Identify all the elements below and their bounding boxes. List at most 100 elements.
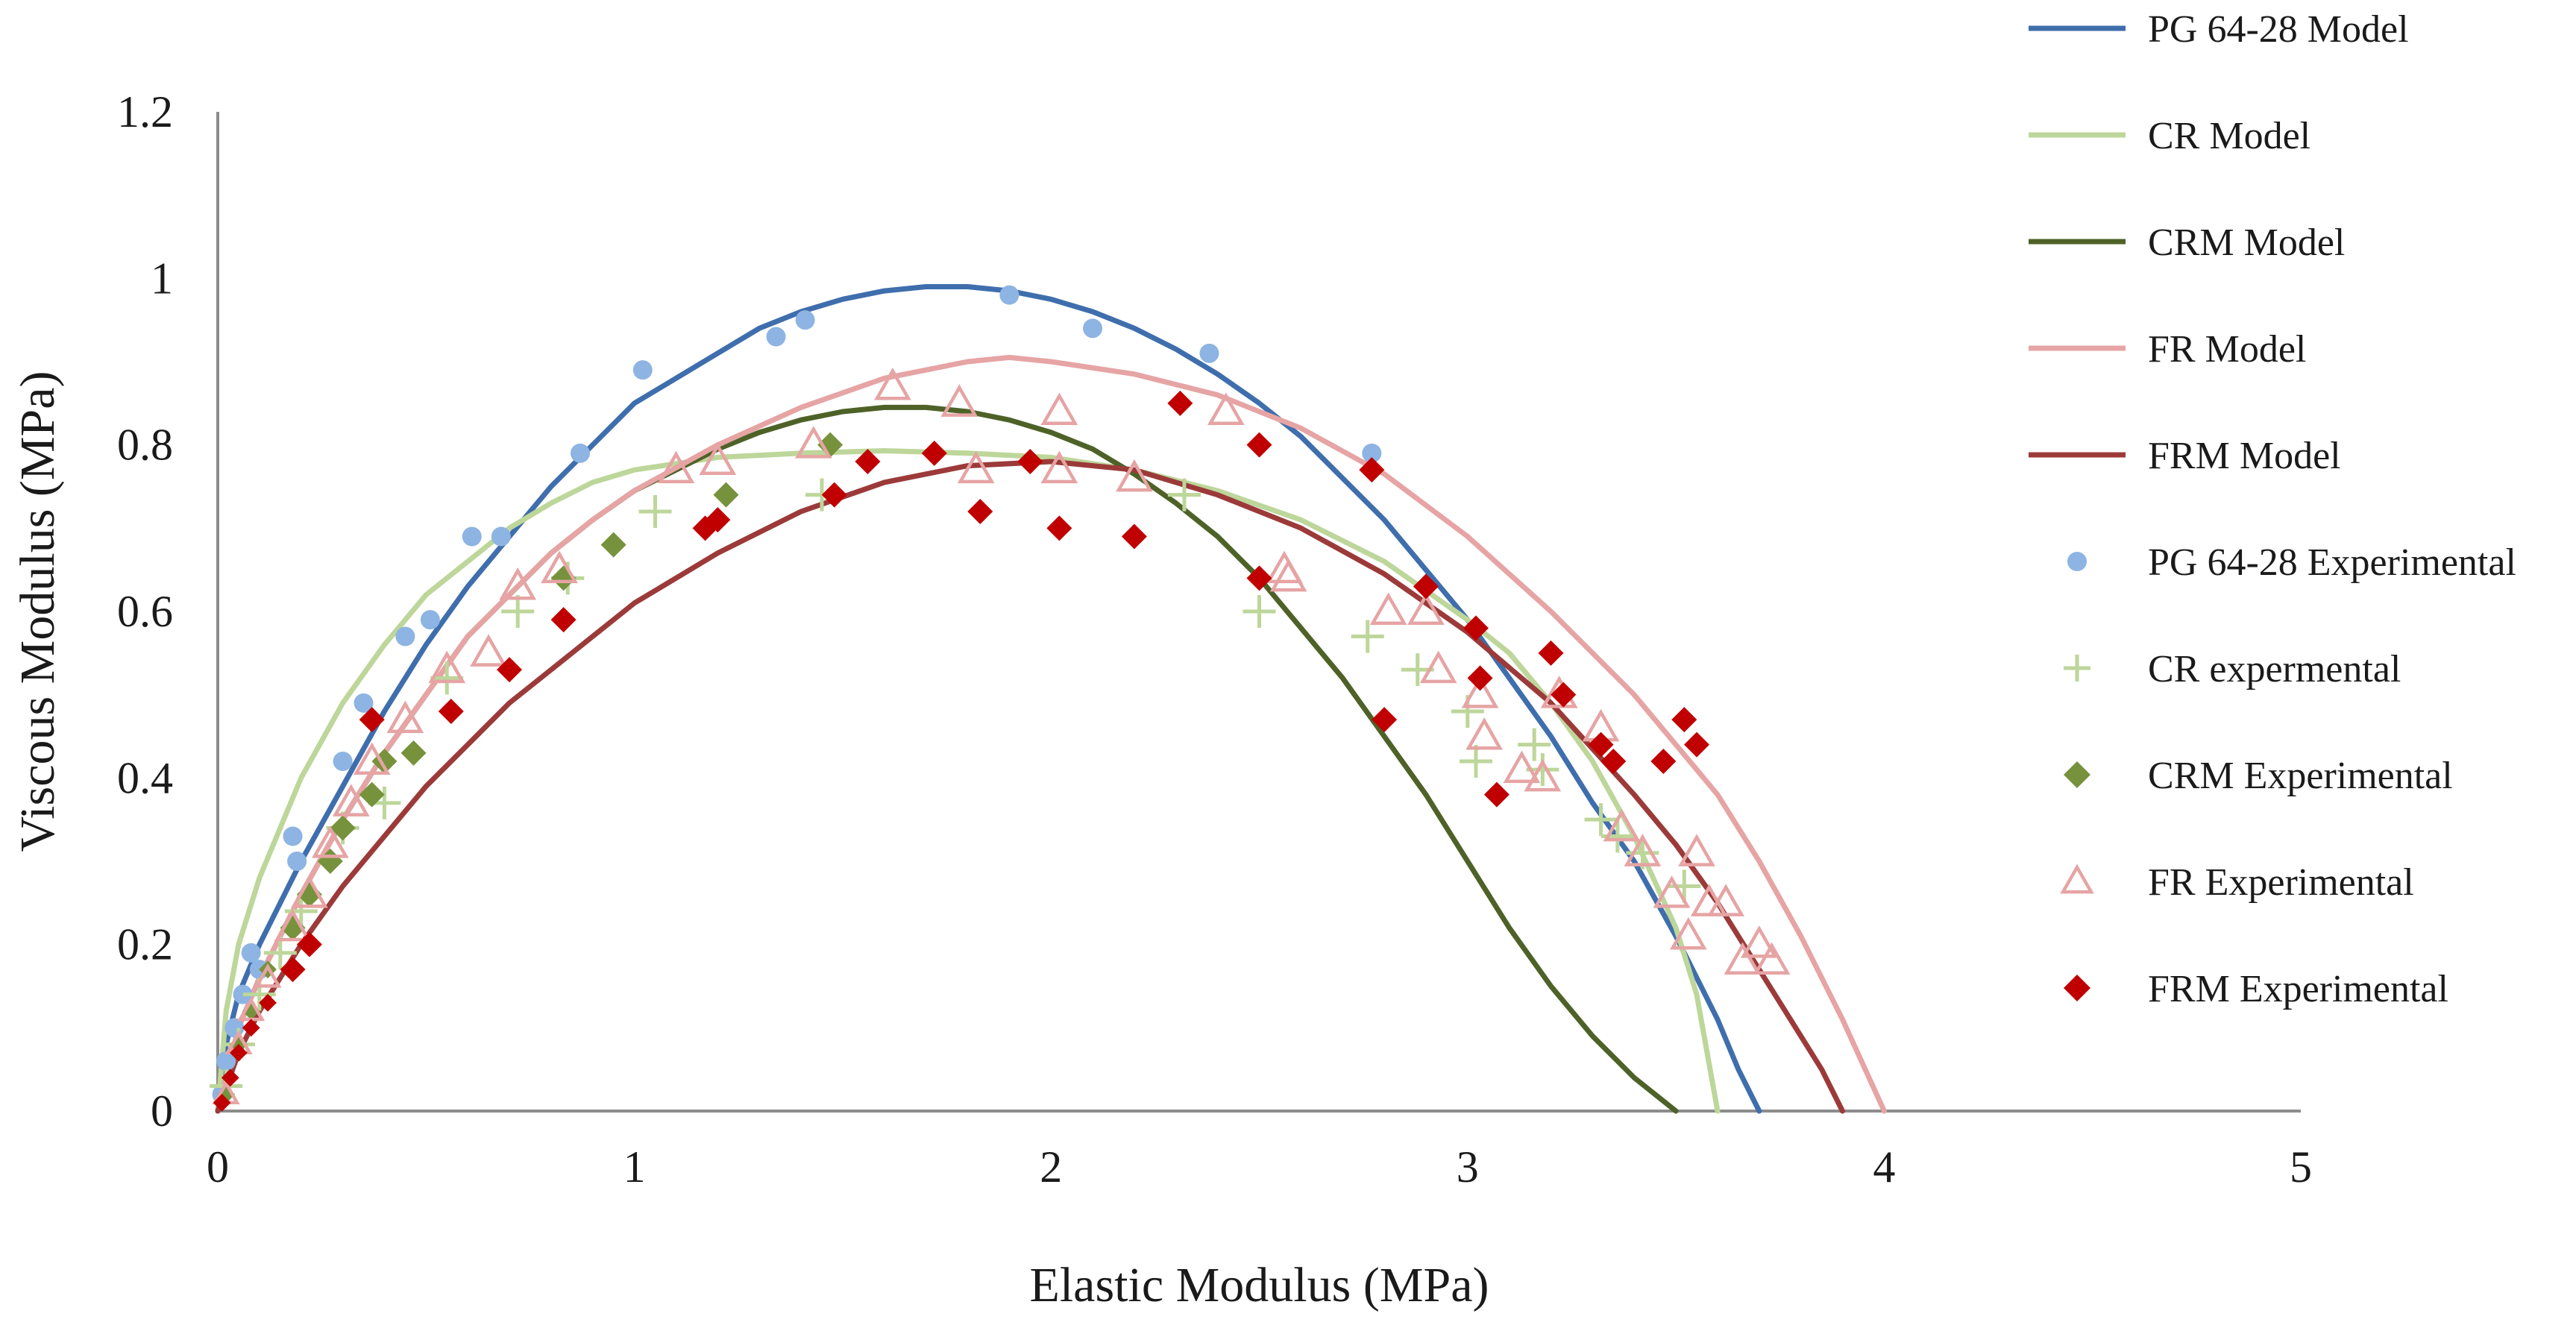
cr-expermental-point bbox=[1167, 478, 1201, 512]
x-tick-label: 2 bbox=[1040, 1142, 1062, 1192]
plot-area: 0 0.2 0.4 0.6 0.8 1 1.2 0 1 2 3 4 5 bbox=[117, 87, 2312, 1192]
cr-expermental-point bbox=[1243, 595, 1276, 628]
fr-experimental-point bbox=[1753, 942, 1791, 975]
legend-label: CR expermental bbox=[2148, 648, 2401, 690]
fr-experimental-point bbox=[428, 650, 466, 684]
frm-experimental-point bbox=[1372, 707, 1398, 733]
frm-experimental-point bbox=[1600, 749, 1627, 774]
y-tick-label: 1.2 bbox=[117, 87, 173, 136]
fr-experimental-point bbox=[1269, 558, 1307, 592]
x-tick-label: 5 bbox=[2290, 1142, 2312, 1192]
fr-experimental-point bbox=[940, 384, 978, 417]
fr-experimental-point bbox=[1207, 392, 1245, 425]
frm-experimental-points bbox=[213, 390, 1710, 1112]
frm-model-line bbox=[215, 459, 1845, 1114]
fr-experimental-point bbox=[874, 367, 911, 400]
legend-item-frm-experimental: FRM Experimental bbox=[2064, 968, 2448, 1010]
pg-64-28-experimental-point bbox=[420, 610, 440, 630]
frm-experimental-point bbox=[221, 1069, 239, 1087]
crm-experimental-points bbox=[217, 432, 844, 1104]
fr-experimental-point bbox=[1603, 808, 1641, 842]
frm-experimental-point bbox=[1551, 682, 1577, 708]
fr-experimental-point bbox=[1407, 592, 1445, 625]
legend-swatch bbox=[2064, 761, 2090, 788]
fr-experimental-point bbox=[1707, 884, 1745, 916]
pg-64-28-experimental-point bbox=[354, 693, 374, 713]
frm-experimental-point bbox=[1671, 707, 1697, 733]
pg-64-28-experimental-point bbox=[1083, 318, 1103, 339]
frm-experimental-point bbox=[1588, 731, 1614, 758]
frm-experimental-point bbox=[1483, 781, 1510, 808]
frm-experimental-point bbox=[259, 993, 277, 1012]
x-tick-label: 4 bbox=[1873, 1142, 1895, 1192]
fr-experimental-point bbox=[274, 908, 312, 942]
frm-experimental-point bbox=[1467, 665, 1493, 691]
pg-64-28-experimental-point bbox=[395, 626, 415, 646]
pg-64-28-experimental-point bbox=[462, 526, 482, 547]
legend-item-fr-model: FR Model bbox=[2029, 328, 2306, 371]
frm-experimental-point bbox=[921, 440, 947, 466]
legend-item-pg-64-28-experimental: PG 64-28 Experimental bbox=[2067, 541, 2516, 584]
fr-experimental-point bbox=[1678, 834, 1715, 866]
cr-expermental-point bbox=[263, 936, 297, 969]
crm-experimental-point bbox=[330, 815, 356, 841]
y-tick-label: 0.4 bbox=[117, 753, 173, 802]
fr-experimental-point bbox=[1503, 750, 1541, 784]
frm-experimental-point bbox=[213, 1093, 231, 1112]
x-tick-label: 3 bbox=[1457, 1142, 1479, 1192]
y-tick-label: 0 bbox=[151, 1086, 173, 1136]
fr-experimental-point bbox=[311, 825, 349, 858]
frm-experimental-point bbox=[1017, 449, 1043, 474]
legend-label: FRM Experimental bbox=[2148, 968, 2448, 1010]
frm-experimental-point bbox=[705, 507, 731, 533]
legend-item-crm-model: CRM Model bbox=[2029, 221, 2345, 264]
fr-experimental-point bbox=[794, 426, 832, 459]
pg-64-28-experimental-point bbox=[333, 752, 353, 771]
fr-experimental-point bbox=[1653, 875, 1691, 908]
frm-experimental-point bbox=[242, 1019, 260, 1037]
frm-experimental-point bbox=[438, 699, 464, 724]
legend-label: FR Model bbox=[2148, 328, 2306, 371]
pg-64-28-experimental-point bbox=[283, 826, 303, 846]
fr-experimental-point bbox=[1040, 392, 1078, 425]
fr-experimental-point bbox=[291, 875, 328, 908]
cr-expermental-point bbox=[1668, 869, 1701, 903]
legend-swatch bbox=[2064, 655, 2090, 682]
fr-experimental-point bbox=[657, 450, 695, 484]
fr-experimental-point bbox=[1724, 942, 1762, 975]
x-tick-label: 1 bbox=[623, 1142, 646, 1192]
pg-64-28-experimental-point bbox=[1199, 343, 1219, 363]
legend-swatch bbox=[2067, 552, 2087, 571]
frm-experimental-point bbox=[280, 957, 306, 983]
pg-64-28-experimental-point bbox=[766, 327, 786, 347]
pg-64-28-experimental-points bbox=[212, 285, 1382, 1104]
fr-experimental-point bbox=[254, 963, 282, 988]
y-tick-label: 0.8 bbox=[117, 421, 173, 470]
legend-label: CR Model bbox=[2148, 115, 2310, 157]
fr-experimental-point bbox=[1116, 459, 1153, 492]
frm-experimental-point bbox=[1538, 640, 1564, 666]
cr-expermental-point bbox=[1351, 620, 1384, 653]
frm-experimental-point bbox=[296, 931, 322, 957]
fr-experimental-point bbox=[1466, 717, 1504, 750]
crm-experimental-point bbox=[217, 1085, 236, 1104]
legend-item-crm-experimental: CRM Experimental bbox=[2064, 755, 2453, 797]
legend-swatch bbox=[2064, 975, 2090, 1001]
fr-experimental-point bbox=[699, 442, 737, 475]
crm-experimental-point bbox=[600, 532, 626, 558]
crm-experimental-point bbox=[713, 482, 739, 508]
y-tick-label: 0.2 bbox=[117, 920, 173, 969]
x-axis-title: Elastic Modulus (MPa) bbox=[1030, 1258, 1489, 1312]
fr-experimental-point bbox=[1369, 592, 1407, 625]
y-tick-label: 0.6 bbox=[117, 587, 173, 636]
frm-experimental-point bbox=[1246, 432, 1272, 458]
fr-experimental-point bbox=[386, 700, 424, 734]
cr-expermental-point bbox=[430, 661, 464, 695]
cr-expermental-point bbox=[1459, 745, 1492, 778]
fr-experimental-point bbox=[957, 450, 995, 484]
pg-64-28-experimental-point bbox=[241, 943, 261, 963]
cr-expermental-point bbox=[501, 595, 535, 628]
cr-expermental-point bbox=[638, 495, 672, 528]
y-tick-labels: 0 0.2 0.4 0.6 0.8 1 1.2 bbox=[117, 87, 173, 1136]
